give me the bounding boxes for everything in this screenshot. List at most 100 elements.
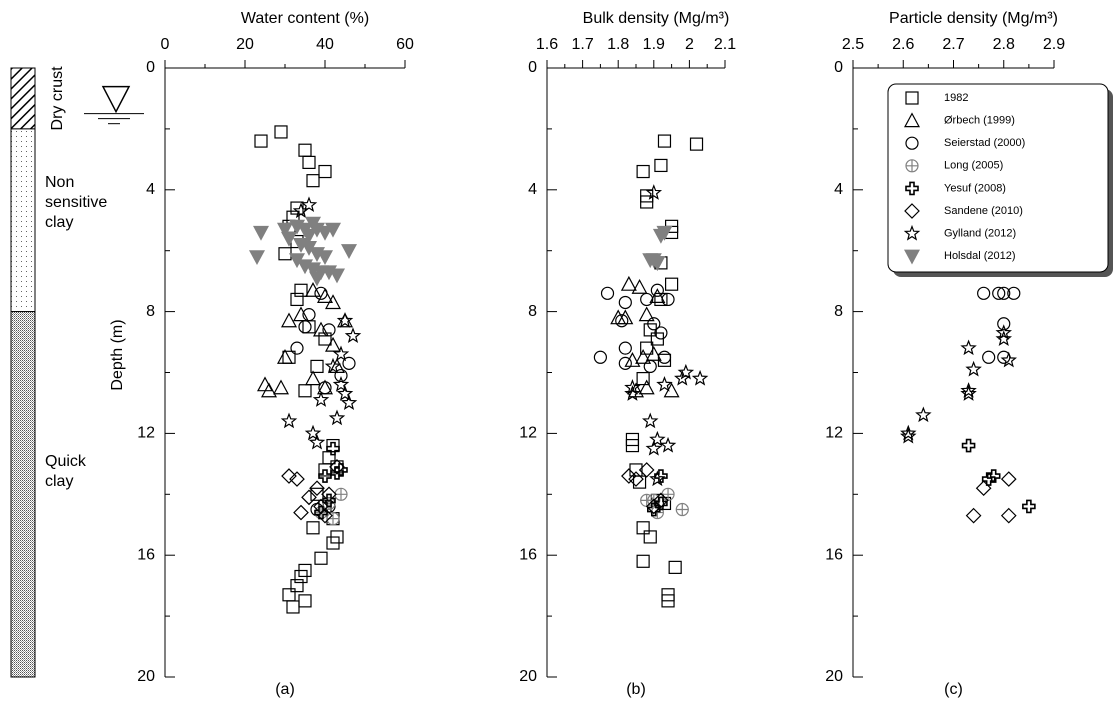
x-tick-label: 0 (161, 36, 170, 53)
marker-circle (654, 326, 668, 340)
marker-invtriangle (252, 225, 270, 241)
y-axis-title: Depth (m) (109, 319, 126, 390)
marker-plus (961, 438, 976, 453)
marker-triangle (316, 288, 334, 303)
legend-label: Ørbech (1999) (944, 115, 1015, 127)
marker-star (292, 202, 310, 219)
panel-caption: (b) (626, 681, 646, 698)
marker-circle (997, 350, 1011, 364)
y-tick-label: 16 (137, 546, 155, 563)
marker-square (306, 521, 320, 535)
marker-square (314, 551, 328, 565)
marker-square (318, 164, 332, 179)
marker-circle (1007, 286, 1021, 300)
marker-circle (640, 292, 654, 307)
y-tick-label: 4 (834, 181, 843, 198)
marker-square (326, 536, 340, 550)
marker-circleplus (661, 487, 675, 501)
marker-diamond (975, 480, 992, 497)
x-tick-label: 2.9 (1043, 36, 1065, 53)
marker-star (312, 391, 330, 407)
marker-square (689, 137, 704, 151)
marker-invtriangle (316, 250, 334, 266)
marker-plus (318, 469, 332, 483)
marker-triangle (324, 294, 342, 310)
marker-star (900, 424, 917, 441)
x-tick-label: 40 (316, 36, 334, 53)
marker-plus (322, 493, 336, 508)
marker-star (328, 409, 346, 426)
marker-square (278, 247, 292, 261)
legend-label: Holsdal (2012) (944, 250, 1016, 262)
x-tick-label: 1.7 (571, 36, 593, 53)
water-table (101, 85, 131, 114)
marker-circleplus (905, 159, 919, 173)
x-tick-label: 2.6 (892, 36, 914, 53)
legend (887, 83, 1109, 273)
marker-triangle (610, 309, 627, 325)
marker-square (310, 359, 324, 374)
marker-star (332, 345, 350, 362)
marker-square (282, 588, 296, 602)
marker-star (641, 412, 659, 429)
y-tick-label: 0 (146, 59, 155, 76)
marker-plus (654, 469, 668, 483)
marker-star (624, 379, 641, 395)
marker-triangle (617, 309, 634, 325)
marker-square (294, 569, 308, 584)
marker-star (649, 430, 666, 447)
marker-star (659, 436, 677, 453)
marker-invtriangle (308, 271, 326, 287)
marker-star (677, 363, 695, 380)
legend-label: Seierstad (2000) (944, 137, 1025, 149)
marker-star (336, 385, 354, 401)
marker-plus (981, 472, 996, 486)
legend-label: Long (2005) (944, 160, 1003, 172)
marker-circle (600, 286, 615, 300)
marker-star (965, 360, 982, 377)
legend-label: Yesuf (2008) (944, 182, 1006, 194)
marker-square (298, 384, 312, 398)
marker-diamond (653, 492, 669, 509)
marker-star (649, 470, 666, 487)
marker-diamond (1000, 507, 1017, 524)
marker-triangle (304, 282, 322, 297)
soil-layer (10, 128, 36, 313)
x-tick-label: 60 (396, 36, 414, 53)
marker-invtriangle (340, 244, 358, 259)
marker-diamond (638, 462, 655, 478)
marker-circle (618, 341, 632, 355)
marker-square (290, 579, 304, 593)
layer-label: Non sensitive clay (45, 173, 108, 231)
marker-star (900, 427, 917, 444)
marker-circle (650, 283, 664, 297)
marker-invtriangle (316, 225, 334, 241)
marker-square (625, 438, 640, 453)
marker-triangle (276, 349, 294, 364)
y-tick-label: 12 (519, 425, 537, 442)
y-tick-label: 16 (825, 546, 843, 563)
layer-label: Quick clay (45, 452, 86, 490)
marker-triangle (638, 379, 655, 395)
marker-star (336, 312, 354, 328)
marker-triangle (272, 379, 290, 395)
marker-triangle (635, 349, 652, 364)
y-tick-label: 12 (137, 425, 155, 442)
marker-circle (615, 314, 629, 328)
marker-star (960, 385, 977, 401)
marker-triangle (304, 370, 322, 386)
marker-triangle (324, 336, 342, 352)
legend-label: Gylland (2012) (944, 228, 1016, 240)
marker-circle (322, 323, 336, 337)
marker-plus (1022, 499, 1036, 514)
marker-circle (997, 317, 1011, 331)
marker-star (344, 327, 362, 343)
marker-invtriangle (652, 228, 669, 244)
marker-star (960, 382, 977, 398)
marker-diamond (965, 507, 982, 524)
marker-star (691, 369, 709, 386)
marker-diamond (289, 471, 305, 487)
marker-square (643, 530, 657, 544)
